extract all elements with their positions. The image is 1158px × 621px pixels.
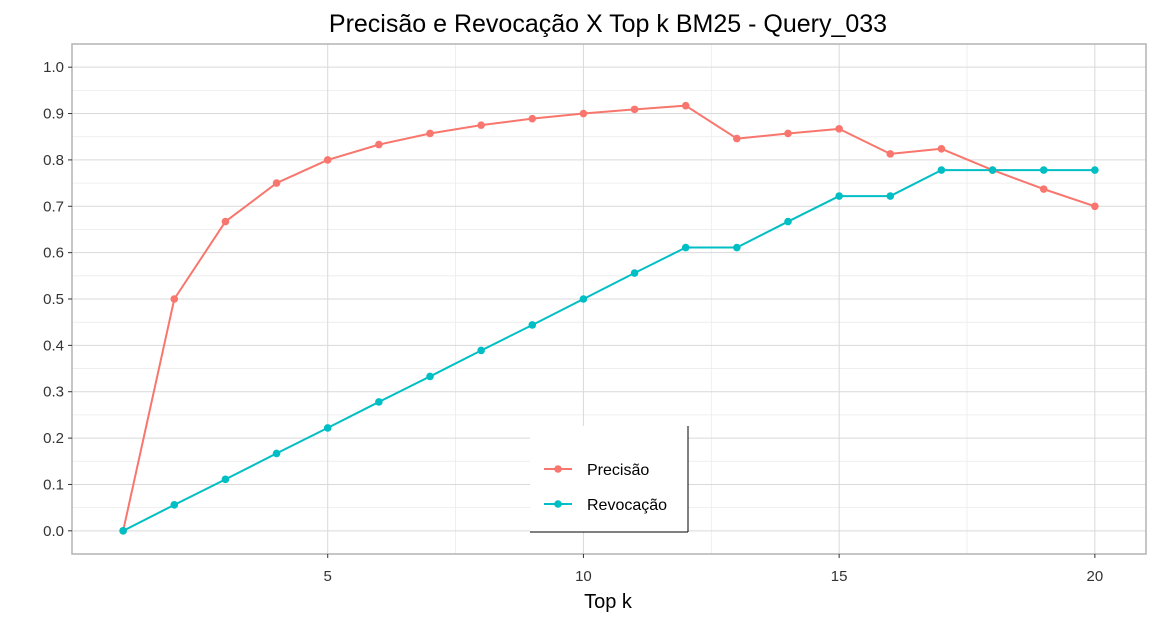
data-point-revocacao (1091, 166, 1099, 174)
data-point-revocacao (1039, 166, 1048, 174)
data-point-revocacao (630, 269, 639, 277)
legend-label-precisao: Precisão (587, 462, 649, 479)
data-point-revocacao (375, 398, 383, 406)
data-point-precisao (886, 150, 895, 158)
series-lines (122, 104, 1096, 532)
data-point-precisao (681, 101, 690, 110)
data-point-precisao (323, 156, 332, 164)
y-tick-label: 0.2 (43, 430, 64, 447)
data-point-revocacao (886, 192, 895, 200)
legend-key-point-revocacao (554, 500, 562, 508)
x-axis-title: Top k (584, 591, 633, 613)
y-tick-label: 0.0 (43, 523, 64, 540)
data-point-revocacao (784, 217, 792, 226)
data-point-precisao (784, 129, 792, 138)
x-axis-ticks: 5 10 15 20 (324, 554, 1104, 585)
data-point-precisao (579, 109, 588, 118)
legend-background (530, 426, 688, 532)
data-point-revocacao (477, 346, 485, 355)
chart-title: Precisão e Revocação X Top k BM25 - Quer… (329, 10, 887, 38)
data-point-precisao (528, 114, 537, 123)
x-tick-label: 10 (575, 568, 592, 585)
data-point-revocacao (681, 243, 690, 252)
y-tick-label: 0.5 (43, 291, 64, 308)
data-points (119, 101, 1099, 535)
y-tick-label: 1.0 (43, 59, 64, 76)
y-axis-ticks: 0.0 0.1 0.2 0.3 0.4 0.5 0.6 0.7 0.8 0.9 1.0 (43, 59, 72, 540)
data-point-revocacao (835, 192, 843, 200)
data-point-precisao (375, 140, 383, 149)
data-point-precisao (272, 179, 281, 187)
data-point-revocacao (988, 166, 997, 174)
data-point-revocacao (119, 527, 127, 535)
series-line-precisao (122, 104, 1096, 532)
data-point-precisao (170, 295, 179, 303)
data-point-precisao (221, 217, 230, 226)
data-point-precisao (1039, 185, 1048, 193)
y-tick-label: 0.1 (43, 476, 64, 493)
y-tick-label: 0.6 (43, 245, 64, 262)
data-point-revocacao (579, 295, 588, 303)
data-point-precisao (937, 144, 946, 153)
y-tick-label: 0.9 (43, 106, 64, 123)
data-point-revocacao (528, 321, 537, 329)
data-point-revocacao (937, 166, 946, 174)
y-tick-label: 0.7 (43, 198, 64, 215)
data-point-precisao (733, 134, 741, 143)
data-point-revocacao (272, 449, 281, 458)
y-tick-label: 0.8 (43, 152, 64, 169)
data-point-precisao (1091, 202, 1099, 211)
x-tick-label: 15 (831, 568, 848, 585)
legend: Precisão Revocação (530, 426, 689, 533)
data-point-revocacao (221, 475, 230, 484)
data-point-precisao (630, 105, 639, 114)
data-point-revocacao (323, 424, 332, 432)
y-tick-label: 0.4 (43, 337, 64, 354)
legend-key-point-precisao (554, 465, 562, 473)
data-point-revocacao (733, 243, 741, 252)
data-point-precisao (835, 125, 843, 133)
data-point-revocacao (170, 501, 179, 509)
x-tick-label: 5 (324, 568, 332, 585)
data-point-precisao (477, 121, 485, 129)
y-tick-label: 0.3 (43, 384, 64, 401)
x-tick-label: 20 (1087, 568, 1104, 585)
data-point-revocacao (426, 372, 434, 381)
data-point-precisao (426, 129, 434, 138)
series-line-revocacao (122, 169, 1095, 532)
legend-label-revocacao: Revocação (587, 497, 667, 514)
